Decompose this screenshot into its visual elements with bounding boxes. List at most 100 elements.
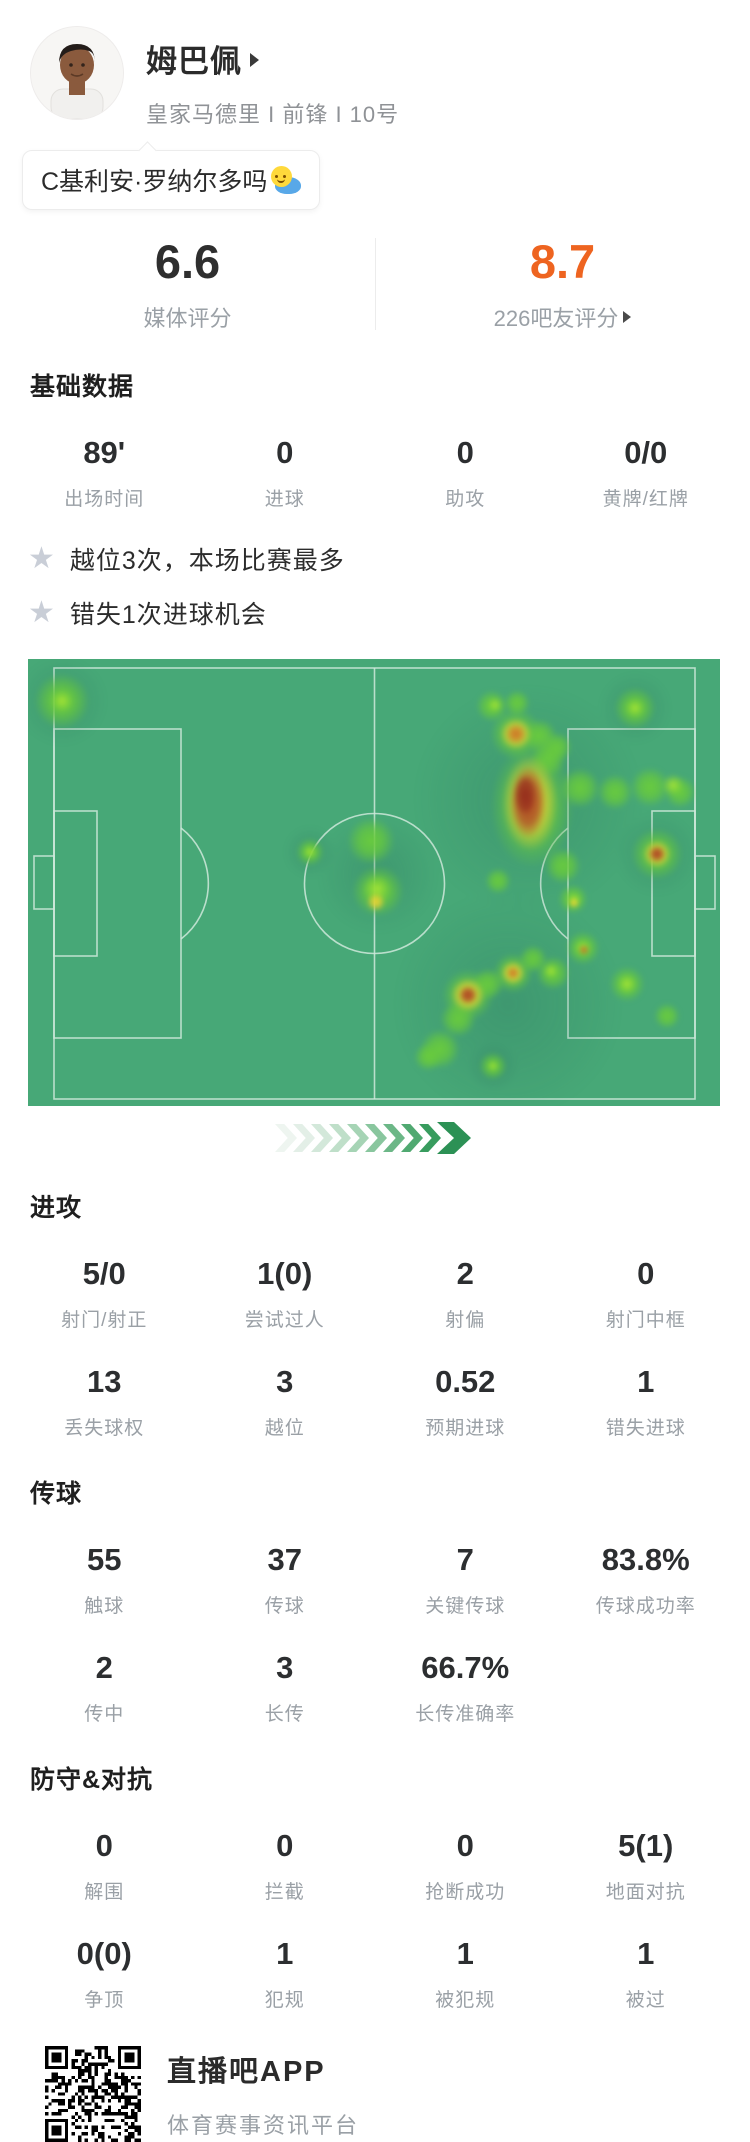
stat-label: 出场时间 — [64, 489, 145, 510]
stat-value: 3 — [276, 1364, 294, 1399]
stat-label: 预期进球 — [425, 1418, 506, 1439]
stat-label: 抢断成功 — [425, 1882, 506, 1903]
stat-cell: 5/0 射门/射正 — [14, 1256, 195, 1332]
fan-rating-label[interactable]: 226吧友评分 — [375, 301, 750, 333]
stat-sections: 进攻 5/0 射门/射正 1(0) 尝试过人 2 射偏 0 射门中框 13 丢失球权 3 越位 0.52 预… — [0, 1188, 750, 2012]
highlight-row: ★ 越位3次，本场比赛最多 — [28, 541, 750, 577]
stat-label: 关键传球 — [425, 1596, 506, 1617]
player-name[interactable]: 姆巴佩 — [146, 44, 242, 79]
stat-cell: 0 抢断成功 — [375, 1828, 556, 1904]
stat-label: 被过 — [625, 1990, 666, 2011]
stat-value: 13 — [87, 1364, 122, 1399]
stat-label: 犯规 — [264, 1990, 305, 2011]
media-rating-value: 6.6 — [154, 235, 221, 288]
stat-cell: 7 关键传球 — [375, 1542, 556, 1618]
avatar-illustration — [31, 27, 123, 119]
stat-value: 0 — [456, 435, 474, 470]
basic-stats-grid: 89' 出场时间 0 进球 0 助攻 0/0 黄牌/红牌 — [0, 435, 750, 511]
arrow-right-icon — [623, 311, 632, 323]
stat-row: 0(0) 争顶 1 犯规 1 被犯规 1 被过 — [0, 1936, 750, 2012]
chevron-divider — [0, 1122, 750, 1154]
stat-value: 1 — [637, 1936, 655, 1971]
stat-value: 3 — [276, 1650, 294, 1685]
stat-value: 0 — [95, 1828, 113, 1863]
stat-value: 66.7% — [421, 1650, 510, 1685]
app-footer: 直播吧APP 体育赛事资讯平台 — [45, 2046, 750, 2142]
media-rating: 6.6 媒体评分 — [0, 234, 375, 333]
stat-cell: 89' 出场时间 — [14, 435, 195, 511]
stat-value: 0/0 — [624, 435, 668, 470]
stat-cell: 3 越位 — [195, 1364, 376, 1440]
highlight-text: 错失1次进球机会 — [69, 601, 267, 629]
stat-cell: 55 触球 — [14, 1542, 195, 1618]
stat-value: 37 — [267, 1542, 302, 1577]
stat-label: 丢失球权 — [64, 1418, 145, 1439]
heatmap-pitch — [28, 659, 720, 1106]
stat-cell: 0 解围 — [14, 1828, 195, 1904]
media-rating-label: 媒体评分 — [143, 306, 232, 331]
stat-cell: 83.8% 传球成功率 — [556, 1542, 737, 1618]
section-title: 防守&对抗 — [30, 1766, 154, 1794]
stat-cell: 3 长传 — [195, 1650, 376, 1726]
stat-label: 拦截 — [264, 1882, 305, 1903]
stat-cell: 0.52 预期进球 — [375, 1364, 556, 1440]
stat-cell — [556, 1650, 737, 1726]
stat-cell: 0(0) 争顶 — [14, 1936, 195, 2012]
stat-value: 1(0) — [257, 1256, 313, 1291]
stat-value: 5(1) — [618, 1828, 674, 1863]
laughing-emoji-icon — [271, 165, 302, 195]
stat-value: 1 — [637, 1364, 655, 1399]
stat-value: 1 — [276, 1936, 294, 1971]
chevron-arrow-icon — [275, 1124, 297, 1152]
star-icon: ★ — [28, 596, 55, 629]
player-avatar[interactable] — [30, 26, 124, 120]
footer-tagline: 体育赛事资讯平台 — [167, 2113, 360, 2138]
stat-label: 射偏 — [445, 1310, 486, 1331]
stat-value: 0 — [276, 1828, 294, 1863]
stat-label: 传球成功率 — [595, 1596, 696, 1617]
stat-cell: 1 被过 — [556, 1936, 737, 2012]
chevron-arrow-icon — [437, 1122, 471, 1154]
stat-cell: 1(0) 尝试过人 — [195, 1256, 376, 1332]
section-title-basic: 基础数据 — [30, 373, 135, 401]
stat-row: 13 丢失球权 3 越位 0.52 预期进球 1 错失进球 — [0, 1364, 750, 1440]
comment-bubble[interactable]: C基利安·罗纳尔多吗 — [22, 150, 321, 210]
stat-cell: 0 进球 — [195, 435, 376, 511]
fan-rating[interactable]: 8.7 226吧友评分 — [375, 234, 750, 333]
stat-label: 射门/射正 — [61, 1310, 148, 1331]
stat-value: 83.8% — [601, 1542, 690, 1577]
stat-label: 触球 — [84, 1596, 125, 1617]
stat-label: 越位 — [264, 1418, 305, 1439]
stat-value: 5/0 — [82, 1256, 126, 1291]
stat-value: 0 — [456, 1828, 474, 1863]
stat-cell: 1 犯规 — [195, 1936, 376, 2012]
qr-code — [45, 2046, 141, 2142]
stat-label: 尝试过人 — [244, 1310, 325, 1331]
stat-label: 传中 — [84, 1704, 125, 1725]
stat-cell: 37 传球 — [195, 1542, 376, 1618]
stat-cell: 2 传中 — [14, 1650, 195, 1726]
stat-label: 地面对抗 — [605, 1882, 686, 1903]
stat-label: 解围 — [84, 1882, 125, 1903]
stat-cell: 0/0 黄牌/红牌 — [556, 435, 737, 511]
stat-value: 0.52 — [435, 1364, 496, 1399]
stat-label: 长传准确率 — [415, 1704, 516, 1725]
fan-rating-value: 8.7 — [529, 235, 596, 288]
stat-label: 争顶 — [84, 1990, 125, 2011]
stat-row: 0 解围 0 拦截 0 抢断成功 5(1) 地面对抗 — [0, 1828, 750, 1904]
stat-value: 0(0) — [76, 1936, 132, 1971]
section-title: 进攻 — [30, 1194, 83, 1222]
stat-cell: 5(1) 地面对抗 — [556, 1828, 737, 1904]
stat-label: 被犯规 — [435, 1990, 496, 2011]
stat-value: 0 — [276, 435, 294, 470]
comment-text: C基利安·罗纳尔多吗 — [41, 168, 268, 196]
stat-cell: 0 射门中框 — [556, 1256, 737, 1332]
stat-row: 55 触球 37 传球 7 关键传球 83.8% 传球成功率 — [0, 1542, 750, 1618]
stat-cell: 2 射偏 — [375, 1256, 556, 1332]
star-icon: ★ — [28, 542, 55, 575]
highlights: ★ 越位3次，本场比赛最多 ★ 错失1次进球机会 — [0, 541, 750, 631]
stat-label: 长传 — [264, 1704, 305, 1725]
stat-cell: 66.7% 长传准确率 — [375, 1650, 556, 1726]
stat-row: 5/0 射门/射正 1(0) 尝试过人 2 射偏 0 射门中框 — [0, 1256, 750, 1332]
chevron-right-icon[interactable] — [250, 53, 259, 67]
